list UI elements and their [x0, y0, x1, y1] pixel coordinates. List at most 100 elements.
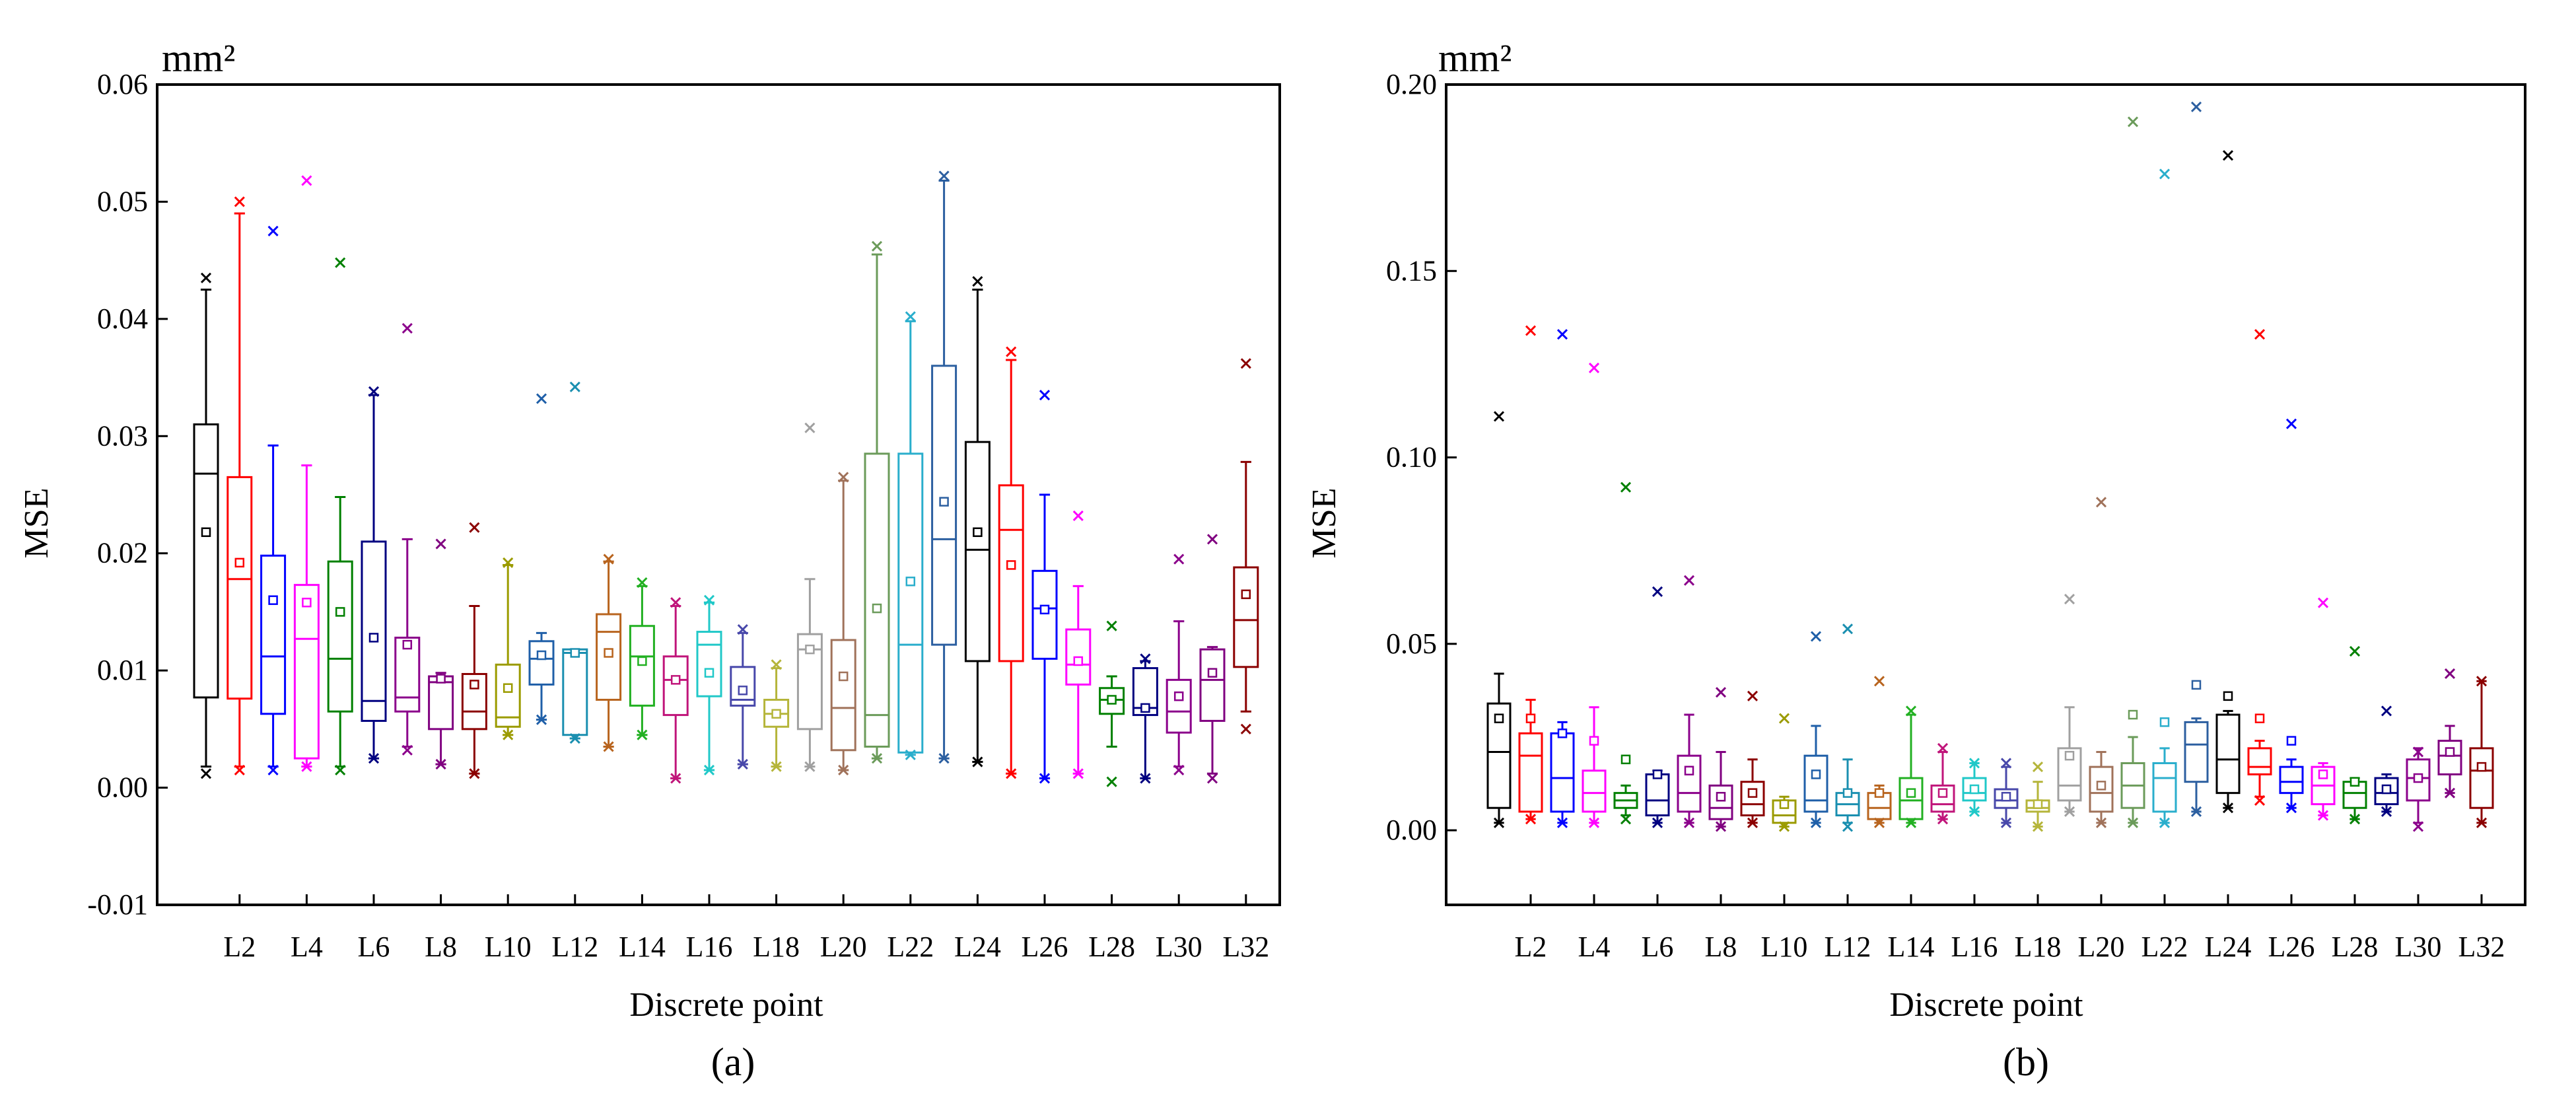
box-L9	[461, 522, 487, 779]
x-tick-label: L10	[1761, 931, 1808, 963]
box-L15	[662, 597, 689, 784]
min-marker	[1039, 773, 1051, 784]
box-L31	[2437, 668, 2462, 799]
box-L24	[964, 276, 991, 767]
iqr-box	[1099, 687, 1125, 715]
box-L16	[696, 594, 722, 776]
unit-label-b: mm²	[1438, 36, 1512, 80]
y-ticks-b: 0.00 0.05 0.10 0.15 0.20	[1386, 68, 1457, 846]
box-L18	[2025, 762, 2050, 832]
max-marker	[2159, 168, 2171, 180]
iqr-box	[1132, 667, 1158, 717]
y-axis-label-a: MSE	[18, 488, 55, 559]
max-marker	[2127, 116, 2139, 127]
max-marker	[2317, 597, 2329, 608]
mean-marker	[1906, 788, 1916, 798]
mean-marker	[1039, 604, 1050, 615]
mean-marker	[2254, 713, 2265, 723]
mean-marker	[2128, 709, 2138, 720]
max-marker	[1620, 481, 1632, 493]
max-marker	[2064, 594, 2075, 605]
box-L30	[2406, 746, 2431, 832]
min-marker	[401, 744, 413, 756]
box-L27	[1065, 510, 1092, 779]
mean-marker	[368, 633, 379, 643]
x-tick-label: L2	[223, 931, 256, 963]
min-marker	[1140, 773, 1151, 784]
x-ticks-b: L2 L4 L6 L8 L10 L12 L14 L16 L18 L20 L22 L24 L26 L28 L3…	[1515, 894, 2505, 963]
iqr-box	[1550, 732, 1575, 813]
iqr-box	[193, 423, 219, 699]
mean-marker	[1716, 792, 1726, 802]
panel-label-a: (a)	[711, 1040, 755, 1084]
iqr-box	[2247, 747, 2272, 775]
iqr-box	[629, 625, 655, 707]
max-marker	[737, 623, 748, 635]
min-marker	[2412, 821, 2424, 832]
mean-marker	[704, 668, 714, 678]
mean-marker	[470, 680, 479, 690]
max-marker	[1006, 346, 1017, 357]
box-L3	[260, 225, 287, 776]
mean-marker	[234, 557, 245, 568]
box-L26	[2279, 418, 2304, 814]
min-marker	[1240, 723, 1251, 734]
iqr-box	[1740, 781, 1765, 817]
mean-marker	[402, 639, 413, 650]
iqr-box	[2374, 777, 2399, 806]
iqr-box	[897, 452, 924, 754]
mean-marker	[1620, 754, 1631, 765]
box-L13	[596, 553, 622, 752]
iqr-box	[696, 631, 722, 697]
iqr-box	[1166, 678, 1192, 734]
y-tick-label: 0.15	[1386, 254, 1437, 287]
max-marker	[703, 594, 715, 606]
max-marker	[435, 538, 446, 550]
min-marker	[200, 768, 212, 779]
iqr-box	[864, 452, 890, 748]
max-marker	[771, 659, 782, 670]
chart-panel-a: mm² MSE Discrete point (a) -0.01 0.00 0.01…	[18, 36, 1281, 1084]
min-marker	[2032, 821, 2044, 832]
mean-marker	[201, 527, 211, 538]
max-marker	[1106, 620, 1117, 631]
max-marker	[1039, 390, 1051, 401]
max-marker	[1715, 687, 1727, 698]
iqr-box	[2057, 747, 2082, 802]
x-tick-label: L26	[2268, 931, 2315, 963]
box-L2	[1518, 325, 1543, 825]
mean-marker	[838, 671, 849, 682]
x-tick-label: L6	[1642, 931, 1674, 963]
mean-marker	[2381, 784, 2392, 795]
y-tick-label: 0.00	[97, 771, 148, 804]
max-marker	[2032, 762, 2044, 773]
x-tick-label: L18	[753, 931, 800, 963]
mean-marker	[637, 656, 647, 666]
mean-marker	[1525, 713, 1536, 723]
x-tick-label: L2	[1515, 931, 1547, 963]
plot-frame-b	[1445, 83, 2526, 906]
min-marker	[2381, 806, 2392, 817]
box-L29	[2374, 705, 2399, 817]
max-marker	[1937, 742, 1949, 754]
max-marker	[670, 597, 681, 608]
iqr-box	[2437, 740, 2462, 775]
mean-marker	[2096, 781, 2106, 791]
max-marker	[2444, 668, 2456, 680]
mean-marker	[436, 674, 446, 684]
iqr-box	[730, 666, 756, 707]
min-marker	[2064, 806, 2075, 817]
box-L14	[629, 577, 655, 740]
box-L2	[226, 196, 253, 776]
mean-marker	[1969, 784, 1980, 795]
x-tick-label: L30	[2395, 931, 2442, 963]
box-L12	[1835, 623, 1860, 832]
mean-marker	[2413, 773, 2423, 783]
mean-marker	[2064, 750, 2075, 761]
mean-marker	[604, 648, 613, 658]
box-L1	[1486, 411, 1512, 828]
chart-panel-b: mm² MSE Discrete point (b) 0.000.050.100…	[1305, 36, 2526, 1084]
mean-marker	[1811, 769, 1821, 779]
min-marker	[2476, 817, 2488, 828]
